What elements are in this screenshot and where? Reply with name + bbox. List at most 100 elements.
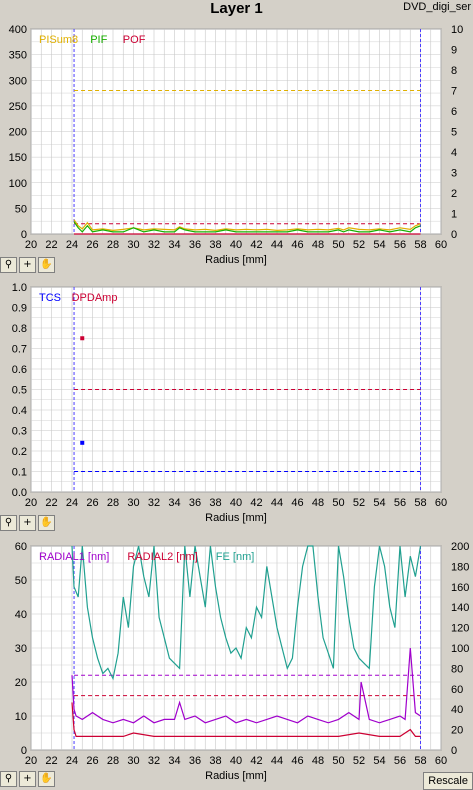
chart2-y-tick-label: 0.9	[12, 303, 27, 315]
chart2-x-tick-label: 48	[312, 497, 324, 509]
chart3-toolbar: ⚲ + ✋	[0, 771, 55, 787]
chart2-x-tick-label: 52	[353, 497, 365, 509]
crosshair-icon[interactable]: +	[19, 257, 36, 273]
hand-icon[interactable]: ✋	[38, 257, 55, 273]
chart1-x-tick-label: 30	[127, 239, 139, 251]
chart3-x-tick-label: 20	[25, 755, 37, 767]
chart2-x-tick-label: 60	[435, 497, 447, 509]
chart3-y2-tick-label: 140	[451, 602, 469, 614]
chart2-legend-entry: DPDAmp	[72, 292, 118, 304]
chart3-x-tick-label: 26	[86, 755, 98, 767]
chart2-x-tick-label: 24	[66, 497, 78, 509]
chart1-legend-entry: PISum8	[39, 34, 78, 46]
chart1-y2-tick-label: 4	[451, 147, 457, 159]
chart1-y-tick-label: 400	[9, 24, 27, 36]
chart2-y-tick-label: 1.0	[12, 282, 27, 294]
chart3-y2-tick-label: 0	[451, 745, 457, 757]
chart3-x-tick-label: 40	[230, 755, 242, 767]
chart2-x-tick-label: 54	[373, 497, 385, 509]
chart3-legend-entry: RADIAL1 [nm]	[39, 551, 109, 563]
chart1-series-line	[73, 219, 421, 232]
chart1-x-tick-label: 52	[353, 239, 365, 251]
chart3-x-tick-label: 56	[394, 755, 406, 767]
chart1-y2-tick-label: 5	[451, 127, 457, 139]
chart2-x-tick-label: 40	[230, 497, 242, 509]
chart3-y2-tick-label: 200	[451, 541, 469, 553]
magnifier-icon[interactable]: ⚲	[0, 515, 17, 531]
chart1-toolbar: ⚲ + ✋	[0, 257, 55, 273]
chart3-x-tick-label: 30	[127, 755, 139, 767]
chart1-legend-entry: POF	[123, 34, 146, 46]
chart2-x-tick-label: 56	[394, 497, 406, 509]
chart1-x-tick-label: 54	[373, 239, 385, 251]
crosshair-icon[interactable]: +	[19, 515, 36, 531]
chart1-x-axis-label: Radius [mm]	[205, 254, 267, 266]
chart3-y2-tick-label: 80	[451, 663, 463, 675]
chart3-x-tick-label: 38	[209, 755, 221, 767]
chart1-y2-tick-label: 2	[451, 188, 457, 200]
chart2-x-tick-label: 42	[250, 497, 262, 509]
chart1-y-tick-label: 350	[9, 50, 27, 62]
chart1-x-tick-label: 50	[332, 239, 344, 251]
chart2-y-tick-label: 0.1	[12, 467, 27, 479]
hand-icon[interactable]: ✋	[38, 515, 55, 531]
chart2-y-tick-label: 0.3	[12, 426, 27, 438]
chart3-y2-tick-label: 20	[451, 725, 463, 737]
magnifier-icon[interactable]: ⚲	[0, 257, 17, 273]
chart3-y-tick-label: 0	[21, 745, 27, 757]
chart1-x-tick-label: 26	[86, 239, 98, 251]
chart2-legend-entry: TCS	[39, 292, 61, 304]
chart3-series-line	[71, 702, 421, 738]
chart3-x-tick-label: 44	[271, 755, 283, 767]
chart3-y2-tick-label: 40	[451, 704, 463, 716]
chart3-x-tick-label: 46	[291, 755, 303, 767]
chart1-x-tick-label: 58	[414, 239, 426, 251]
page-title: Layer 1	[210, 0, 263, 17]
chart3-y-tick-label: 50	[15, 575, 27, 587]
chart1-x-tick-label: 38	[209, 239, 221, 251]
chart1-series-line	[73, 221, 421, 233]
chart1-x-tick-label: 46	[291, 239, 303, 251]
chart3-x-tick-label: 34	[168, 755, 180, 767]
chart3-y-tick-label: 40	[15, 609, 27, 621]
rescale-button[interactable]: Rescale	[423, 772, 473, 790]
chart2-point-dpdamp	[80, 336, 85, 341]
chart2-x-tick-label: 34	[168, 497, 180, 509]
chart3-legend-entry: FE [nm]	[216, 551, 255, 563]
chart1-y2-tick-label: 9	[451, 45, 457, 57]
crosshair-icon[interactable]: +	[19, 771, 36, 787]
chart2-x-tick-label: 28	[107, 497, 119, 509]
chart3-y2-tick-label: 60	[451, 684, 463, 696]
magnifier-icon[interactable]: ⚲	[0, 771, 17, 787]
chart3-x-tick-label: 48	[312, 755, 324, 767]
chart3-series-line	[71, 545, 422, 681]
chart3-legend-entry: RADIAL2 [nm]	[127, 551, 197, 563]
chart1-y-tick-label: 100	[9, 178, 27, 190]
chart3-series-line	[71, 647, 421, 724]
chart3-y-tick-label: 20	[15, 677, 27, 689]
chart1-y-tick-label: 300	[9, 75, 27, 87]
chart2-x-tick-label: 22	[45, 497, 57, 509]
chart1-y2-tick-label: 7	[451, 86, 457, 98]
chart2-y-tick-label: 0.8	[12, 323, 27, 335]
disc-type-label: DVD_digi_ser	[403, 1, 471, 13]
chart1-y-tick-label: 150	[9, 152, 27, 164]
chart1-legend-entry: PIF	[90, 34, 107, 46]
chart3-x-tick-label: 28	[107, 755, 119, 767]
chart1-x-tick-label: 20	[25, 239, 37, 251]
chart3-x-tick-label: 24	[66, 755, 78, 767]
chart1-x-tick-label: 24	[66, 239, 78, 251]
chart1-y-tick-label: 0	[21, 229, 27, 241]
chart2-x-tick-label: 20	[25, 497, 37, 509]
chart3-x-tick-label: 54	[373, 755, 385, 767]
chart2-x-tick-label: 32	[148, 497, 160, 509]
chart1-x-tick-label: 48	[312, 239, 324, 251]
chart2-y-tick-label: 0.6	[12, 364, 27, 376]
chart3-y-tick-label: 10	[15, 711, 27, 723]
chart3-x-tick-label: 36	[189, 755, 201, 767]
chart1-x-tick-label: 42	[250, 239, 262, 251]
hand-icon[interactable]: ✋	[38, 771, 55, 787]
chart3-y-tick-label: 30	[15, 643, 27, 655]
chart1-y-tick-label: 50	[15, 203, 27, 215]
